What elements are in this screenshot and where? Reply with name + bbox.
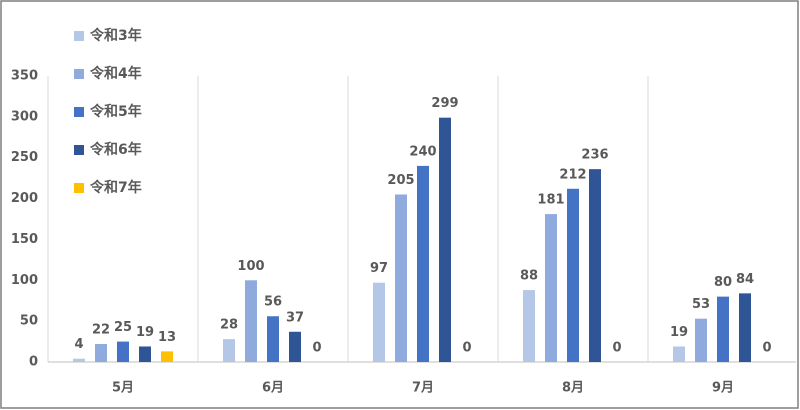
bar	[161, 351, 173, 362]
y-tick-label: 350	[11, 69, 38, 84]
data-label: 84	[736, 272, 754, 287]
data-label: 19	[670, 325, 688, 340]
data-label: 4	[74, 337, 83, 352]
legend-swatch	[74, 69, 84, 79]
legend-label: 令和4年	[89, 65, 142, 82]
data-label: 0	[312, 341, 321, 356]
bar	[717, 296, 729, 362]
bar	[523, 290, 535, 362]
data-label: 205	[387, 173, 414, 188]
bar	[245, 280, 257, 362]
bar	[417, 165, 429, 362]
bar	[373, 282, 385, 362]
legend-label: 令和6年	[89, 141, 142, 158]
legend-label: 令和5年	[89, 103, 142, 120]
data-label: 97	[370, 261, 388, 276]
y-tick-label: 200	[11, 191, 38, 206]
data-label: 25	[114, 320, 132, 335]
data-label: 100	[237, 259, 264, 274]
bar	[589, 169, 601, 362]
bar	[739, 293, 751, 362]
legend-swatch	[74, 183, 84, 193]
data-label: 0	[462, 341, 471, 356]
bar	[673, 346, 685, 362]
legend-swatch	[74, 107, 84, 117]
data-label: 236	[581, 148, 608, 163]
bar	[95, 344, 107, 362]
data-label: 13	[158, 330, 176, 345]
bar	[567, 188, 579, 362]
bar	[395, 194, 407, 362]
data-label: 181	[537, 193, 564, 208]
data-label: 240	[409, 144, 436, 159]
data-label: 88	[520, 269, 538, 284]
data-label: 37	[286, 310, 304, 325]
bar	[695, 318, 707, 362]
legend-label: 令和7年	[89, 179, 142, 196]
x-tick-label: 5月	[112, 381, 134, 396]
bar	[439, 117, 451, 362]
legend-swatch	[74, 31, 84, 41]
data-label: 0	[612, 341, 621, 356]
y-tick-label: 0	[29, 355, 38, 370]
data-label: 0	[762, 341, 771, 356]
y-tick-label: 300	[11, 109, 38, 124]
data-label: 19	[136, 325, 154, 340]
bar	[267, 316, 279, 362]
bar	[73, 358, 85, 362]
bar	[289, 331, 301, 362]
data-label: 22	[92, 323, 110, 338]
x-tick-label: 7月	[412, 381, 434, 396]
x-tick-label: 8月	[562, 381, 584, 396]
y-tick-label: 50	[20, 314, 38, 329]
data-label: 56	[264, 295, 282, 310]
data-label: 212	[559, 167, 586, 182]
data-label: 80	[714, 275, 732, 290]
bar	[223, 339, 235, 362]
x-tick-label: 6月	[262, 381, 284, 396]
legend-label: 令和3年	[89, 27, 142, 44]
data-label: 53	[692, 297, 710, 312]
legend-swatch	[74, 145, 84, 155]
y-tick-label: 150	[11, 232, 38, 247]
bar	[117, 341, 129, 362]
x-tick-label: 9月	[712, 381, 734, 396]
bar	[545, 214, 557, 362]
bar	[139, 346, 151, 362]
y-tick-label: 250	[11, 150, 38, 165]
data-label: 299	[431, 96, 458, 111]
data-label: 28	[220, 318, 238, 333]
y-tick-label: 100	[11, 273, 38, 288]
